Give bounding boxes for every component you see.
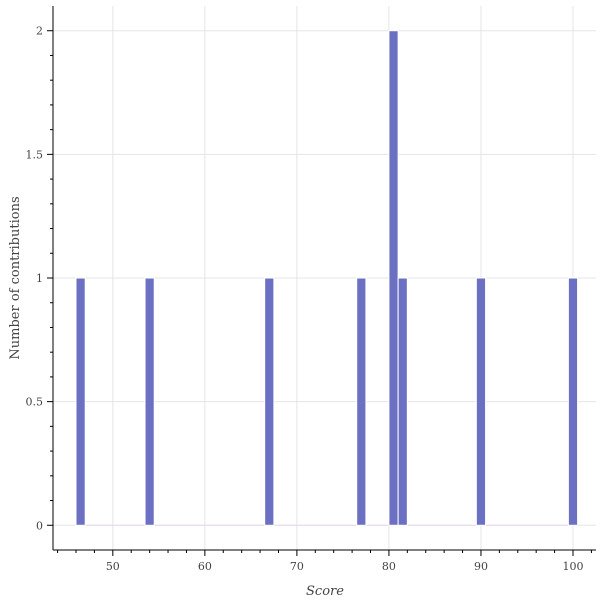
x-axis-title: Score [306,584,344,599]
tick-labels: 50 60 70 80 90 100 0 0.5 1 1.5 2 [26,25,584,573]
y-tick-label: 0.5 [26,396,44,409]
histogram-bar [264,277,275,526]
histogram-bar [567,277,579,526]
y-axis-title: Number of contributions [8,196,23,359]
x-tick-label: 90 [474,560,488,573]
y-tick-label: 2 [36,25,43,38]
x-tick-label: 70 [290,560,304,573]
x-tick-label: 100 [562,560,583,573]
y-tick-label: 1.5 [26,148,44,161]
bars [75,30,579,526]
histogram-bar [144,277,155,526]
x-tick-label: 80 [382,560,396,573]
grid [53,6,596,550]
axes [47,6,596,556]
histogram-bar [75,277,86,526]
y-tick-label: 1 [36,272,43,285]
histogram-bar [397,277,408,526]
x-tick-label: 60 [198,560,212,573]
histogram-bar [475,277,487,526]
x-tick-label: 50 [106,560,120,573]
histogram-bar [388,30,399,526]
y-tick-label: 0 [36,519,43,532]
histogram-bar [356,277,367,526]
